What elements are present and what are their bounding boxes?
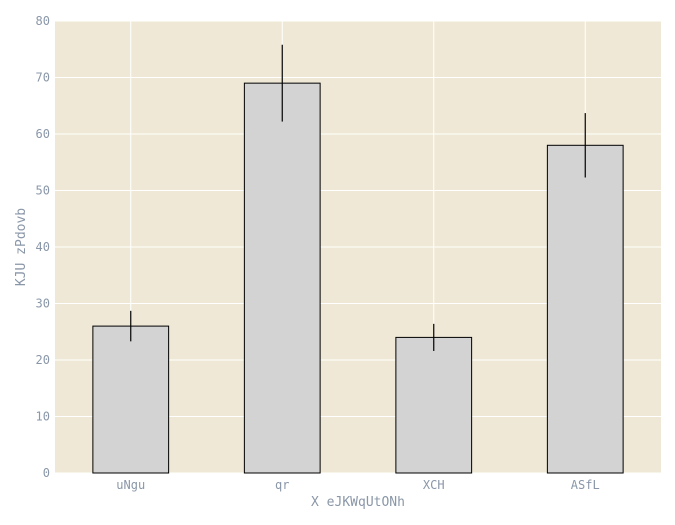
y-tick-label: 80 bbox=[36, 14, 50, 28]
y-axis-ticks: 0 10 20 30 40 50 60 70 80 bbox=[36, 14, 50, 480]
y-tick-label: 50 bbox=[36, 184, 50, 198]
x-tick-label: uNgu bbox=[116, 478, 145, 492]
y-tick-label: 60 bbox=[36, 127, 50, 141]
x-axis-ticks: uNgu qr XCH ASfL bbox=[116, 478, 599, 492]
y-tick-label: 30 bbox=[36, 297, 50, 311]
y-tick-label: 70 bbox=[36, 71, 50, 85]
bar-uNgu bbox=[92, 325, 170, 474]
bars bbox=[92, 82, 624, 474]
y-axis-label: KJU zPdovb bbox=[14, 208, 29, 286]
x-tick-label: XCH bbox=[423, 478, 445, 492]
bar-XCH bbox=[395, 336, 473, 474]
error-bars bbox=[130, 44, 586, 351]
bar-ASfL bbox=[546, 144, 624, 474]
bar-qr bbox=[243, 82, 321, 474]
y-tick-label: 20 bbox=[36, 353, 50, 367]
y-tick-label: 0 bbox=[43, 466, 50, 480]
x-tick-label: ASfL bbox=[571, 478, 600, 492]
x-axis-label: X eJKWqUtONh bbox=[311, 495, 405, 510]
y-tick-label: 40 bbox=[36, 240, 50, 254]
y-tick-label: 10 bbox=[36, 410, 50, 424]
x-tick-label: qr bbox=[275, 478, 289, 492]
